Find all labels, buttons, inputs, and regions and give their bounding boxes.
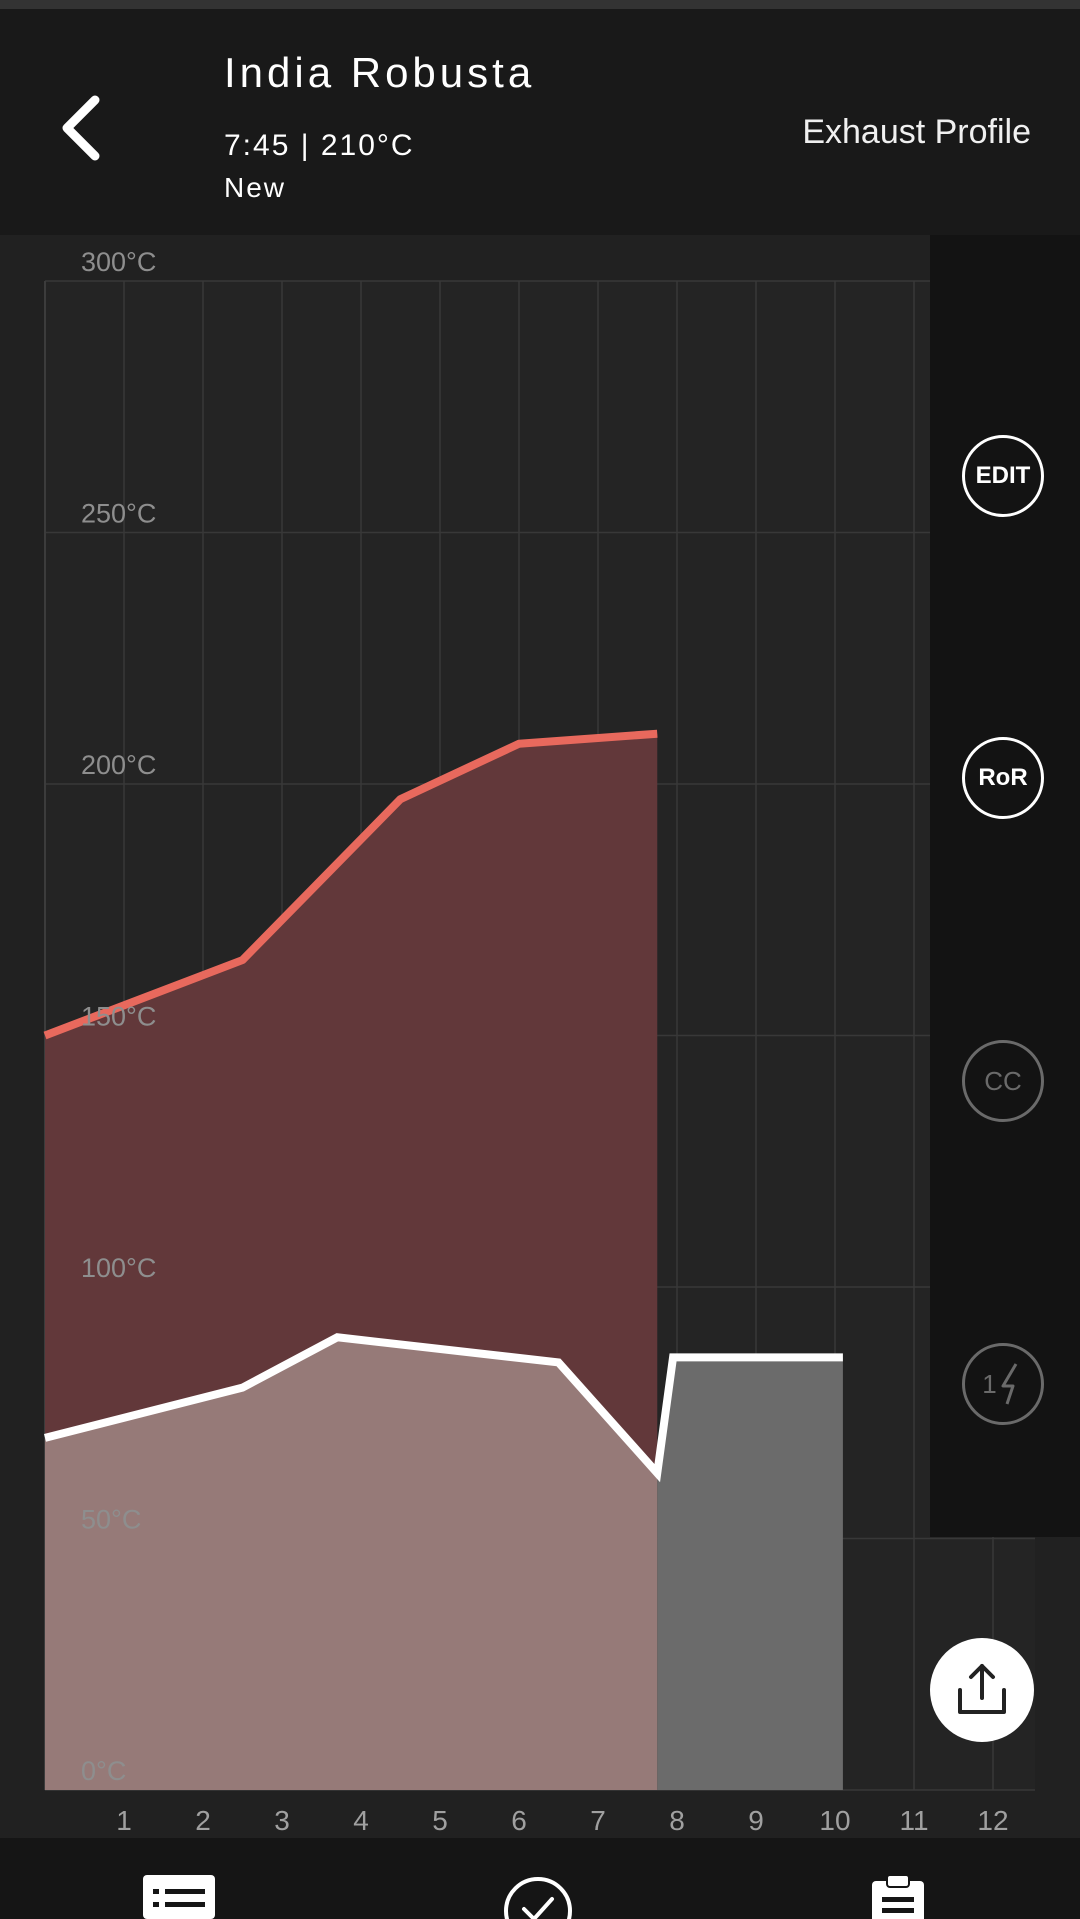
y-tick-label: 150°C <box>81 1002 156 1032</box>
header: India Robusta 7:45 | 210°C New Exhaust P… <box>0 9 1080 235</box>
share-button[interactable] <box>930 1638 1034 1742</box>
x-tick-label: 4 <box>353 1805 369 1836</box>
x-tick-label: 12 <box>977 1805 1008 1836</box>
y-tick-label: 50°C <box>81 1505 141 1535</box>
share-upload-icon <box>958 1664 1006 1714</box>
edit-button[interactable]: EDIT <box>962 435 1044 517</box>
x-tick-label: 7 <box>590 1805 606 1836</box>
cc-button[interactable]: CC <box>962 1040 1044 1122</box>
x-tick-label: 9 <box>748 1805 764 1836</box>
ror-label: RoR <box>978 764 1028 791</box>
y-tick-label: 0°C <box>81 1756 126 1786</box>
y-tick-label: 250°C <box>81 499 156 529</box>
bottom-nav <box>0 1838 1080 1919</box>
exhaust-area-future <box>657 1357 843 1790</box>
bean-temp-line <box>43 729 658 1040</box>
x-tick-label: 1 <box>116 1805 132 1836</box>
clipboard-icon[interactable] <box>868 1875 928 1919</box>
y-tick-label: 300°C <box>81 247 156 277</box>
ror-button[interactable]: RoR <box>962 737 1044 819</box>
x-tick-label: 3 <box>274 1805 290 1836</box>
list-icon[interactable] <box>143 1875 215 1919</box>
back-button[interactable] <box>55 88 115 168</box>
chevron-left-icon <box>62 95 100 161</box>
roast-status: New <box>224 172 287 203</box>
power-level-label: 1 <box>982 1368 997 1399</box>
status-bar-edge <box>0 0 1080 9</box>
check-circle-icon[interactable] <box>502 1875 574 1919</box>
x-tick-label: 10 <box>819 1805 850 1836</box>
lightning-icon <box>1001 1363 1018 1405</box>
exhaust-area-roasted <box>45 1337 658 1790</box>
x-tick-label: 5 <box>432 1805 448 1836</box>
x-tick-label: 6 <box>511 1805 527 1836</box>
x-tick-label: 11 <box>899 1805 928 1836</box>
x-tick-label: 8 <box>669 1805 685 1836</box>
y-tick-label: 100°C <box>81 1253 156 1283</box>
profile-type-link[interactable]: Exhaust Profile <box>802 113 1031 151</box>
cc-label: CC <box>984 1065 1022 1096</box>
exhaust-temp-line <box>44 1333 843 1483</box>
power-level-button[interactable]: 1 <box>962 1343 1044 1425</box>
side-panel <box>930 235 1080 1537</box>
x-tick-label: 2 <box>195 1805 211 1836</box>
edit-label: EDIT <box>975 462 1031 489</box>
roast-title: India Robusta <box>224 49 536 96</box>
y-tick-label: 200°C <box>81 750 156 780</box>
roast-time-temp: 7:45 | 210°C <box>224 129 415 162</box>
